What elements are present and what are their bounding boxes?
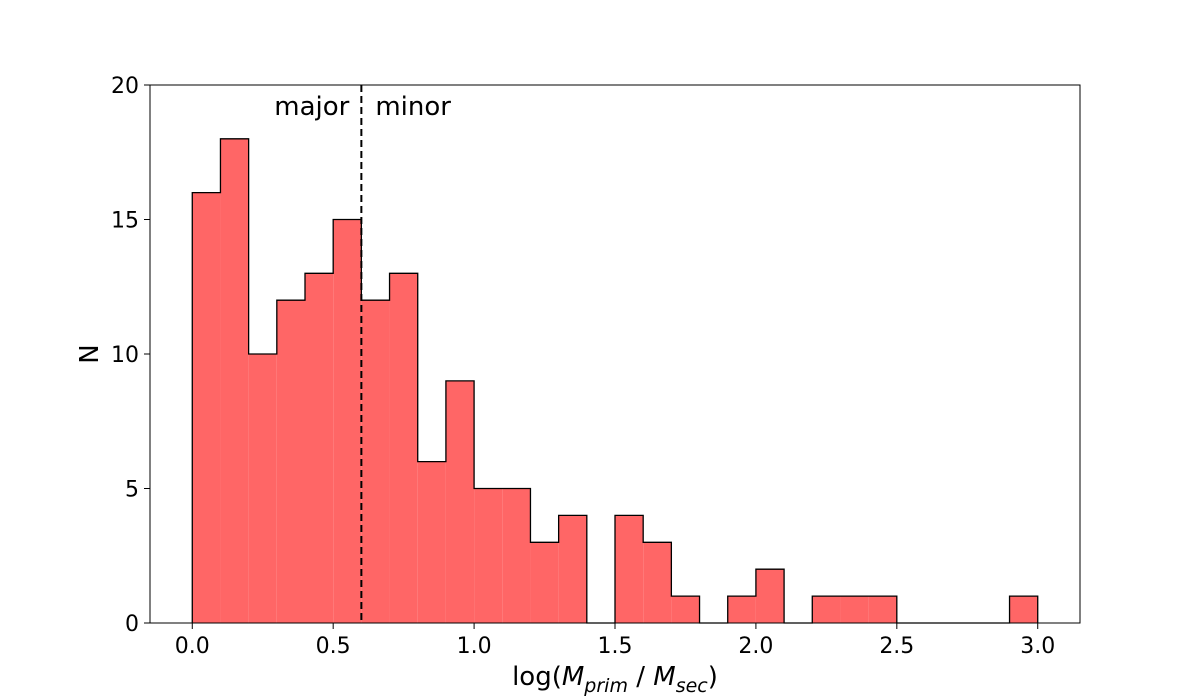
histogram-bar <box>220 138 249 624</box>
x-axis-label-sep: / <box>628 662 653 692</box>
histogram-bar <box>868 596 897 623</box>
x-tick-label: 1.5 <box>598 634 633 659</box>
histogram-bar <box>389 273 418 623</box>
x-tick-label: 2.0 <box>738 634 773 659</box>
x-tick-label: 3.0 <box>1020 634 1055 659</box>
x-axis-label-sub1: prim <box>583 675 628 697</box>
y-axis-ticks: 0 5 10 15 20 <box>111 74 150 637</box>
minor-annotation: minor <box>375 92 451 122</box>
histogram-bar <box>333 219 362 623</box>
x-axis-label-m2: M <box>653 662 675 692</box>
histogram-bar <box>502 488 531 623</box>
histogram-bar <box>558 515 587 623</box>
histogram-bar <box>727 596 756 623</box>
x-tick-label: 2.5 <box>879 634 914 659</box>
histogram-bar <box>445 380 475 623</box>
histogram-bar <box>755 569 785 623</box>
histogram-bar <box>1009 596 1038 623</box>
y-tick-label: 20 <box>111 74 139 99</box>
x-axis-label-prefix: log( <box>512 662 562 692</box>
histogram-bar <box>276 300 305 623</box>
histogram-bar <box>248 354 277 623</box>
histogram-bar <box>840 596 869 623</box>
y-tick-label: 5 <box>125 478 139 503</box>
x-tick-label: 1.0 <box>457 634 492 659</box>
histogram-outline <box>191 138 1039 624</box>
histogram-bar <box>530 542 559 623</box>
y-tick-label: 10 <box>111 343 139 368</box>
histogram-bar <box>361 300 390 623</box>
y-tick-label: 0 <box>125 612 139 637</box>
x-axis-label-sub2: sec <box>676 675 709 697</box>
histogram-bar <box>305 273 334 623</box>
histogram-bar <box>812 596 841 623</box>
x-axis-label-m1: M <box>562 662 584 692</box>
major-annotation: major <box>274 92 349 122</box>
histogram-bar <box>474 488 503 623</box>
x-tick-label: 0.0 <box>175 634 210 659</box>
histogram-bar <box>192 192 221 623</box>
x-axis-label-suffix: ) <box>708 662 718 692</box>
histogram-bar <box>643 542 672 623</box>
histogram-bar <box>671 596 700 623</box>
histogram-bars <box>191 138 1039 624</box>
x-tick-label: 0.5 <box>316 634 351 659</box>
y-axis-label: N <box>75 344 105 363</box>
x-axis-ticks: 0.0 0.5 1.0 1.5 2.0 2.5 3.0 <box>175 623 1055 659</box>
y-tick-label: 15 <box>111 209 139 234</box>
histogram-bar <box>417 461 446 623</box>
x-axis-label: log(Mprim / Msec) <box>512 662 718 697</box>
histogram-bar <box>615 515 644 623</box>
